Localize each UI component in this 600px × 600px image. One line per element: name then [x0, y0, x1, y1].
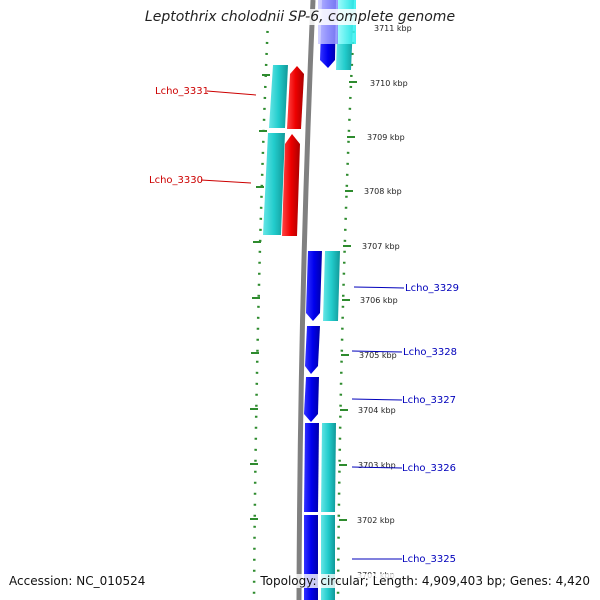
kbp-label: 3711 kbp — [374, 24, 412, 33]
map-title: Leptothrix cholodnii SP-6, complete geno… — [0, 9, 600, 25]
gene-lcho3331-red — [287, 66, 304, 129]
gene-label-lcho3331: Lcho_3331 — [155, 86, 209, 97]
kbp-label: 3709 kbp — [367, 133, 405, 142]
outer-tick-track — [336, 19, 356, 600]
gene-lcho3329-blue — [306, 251, 322, 321]
kbp-labels: 3711 kbp 3710 kbp 3709 kbp 3708 kbp 3707… — [357, 24, 412, 580]
gene-label-lines — [200, 90, 405, 560]
gene-label-lcho3326: Lcho_3326 — [402, 463, 456, 474]
gene-label-lcho3330: Lcho_3330 — [149, 175, 203, 186]
gene-label-lcho3327: Lcho_3327 — [402, 395, 456, 406]
kbp-label: 3704 kbp — [358, 406, 396, 415]
gene-lcho3326-blue — [304, 423, 319, 512]
outer-major-ticks — [339, 81, 357, 521]
kbp-label: 3707 kbp — [362, 242, 400, 251]
gene-lcho3331-cyan — [269, 65, 288, 128]
gene-lcho3330-cyan — [263, 133, 285, 235]
kbp-label: 3705 kbp — [359, 351, 397, 360]
gene-labels: Lcho_3331 Lcho_3330 Lcho_3329 Lcho_3328 … — [149, 86, 459, 565]
kbp-label: 3706 kbp — [360, 296, 398, 305]
kbp-label: 3708 kbp — [364, 187, 402, 196]
gene-lcho3328-blue — [305, 326, 320, 374]
genome-backbone — [296, 0, 316, 600]
inner-tick-track — [252, 19, 270, 600]
gene-lcho3326-cyan — [321, 423, 336, 512]
kbp-label: 3710 kbp — [370, 79, 408, 88]
topology-summary: Topology: circular; Length: 4,909,403 bp… — [260, 574, 590, 588]
inner-major-ticks — [250, 74, 270, 520]
gene-lcho3329-cyan — [323, 251, 340, 321]
kbp-label: 3702 kbp — [357, 516, 395, 525]
gene-label-lcho3325: Lcho_3325 — [402, 554, 456, 565]
kbp-label: 3703 kbp — [358, 461, 396, 470]
gene-lcho3327-blue — [304, 377, 319, 422]
gene-lcho3330-red — [282, 134, 300, 236]
accession-text: Accession: NC_010524 — [9, 574, 146, 588]
gene-label-lcho3329: Lcho_3329 — [405, 283, 459, 294]
gene-label-lcho3328: Lcho_3328 — [403, 347, 457, 358]
